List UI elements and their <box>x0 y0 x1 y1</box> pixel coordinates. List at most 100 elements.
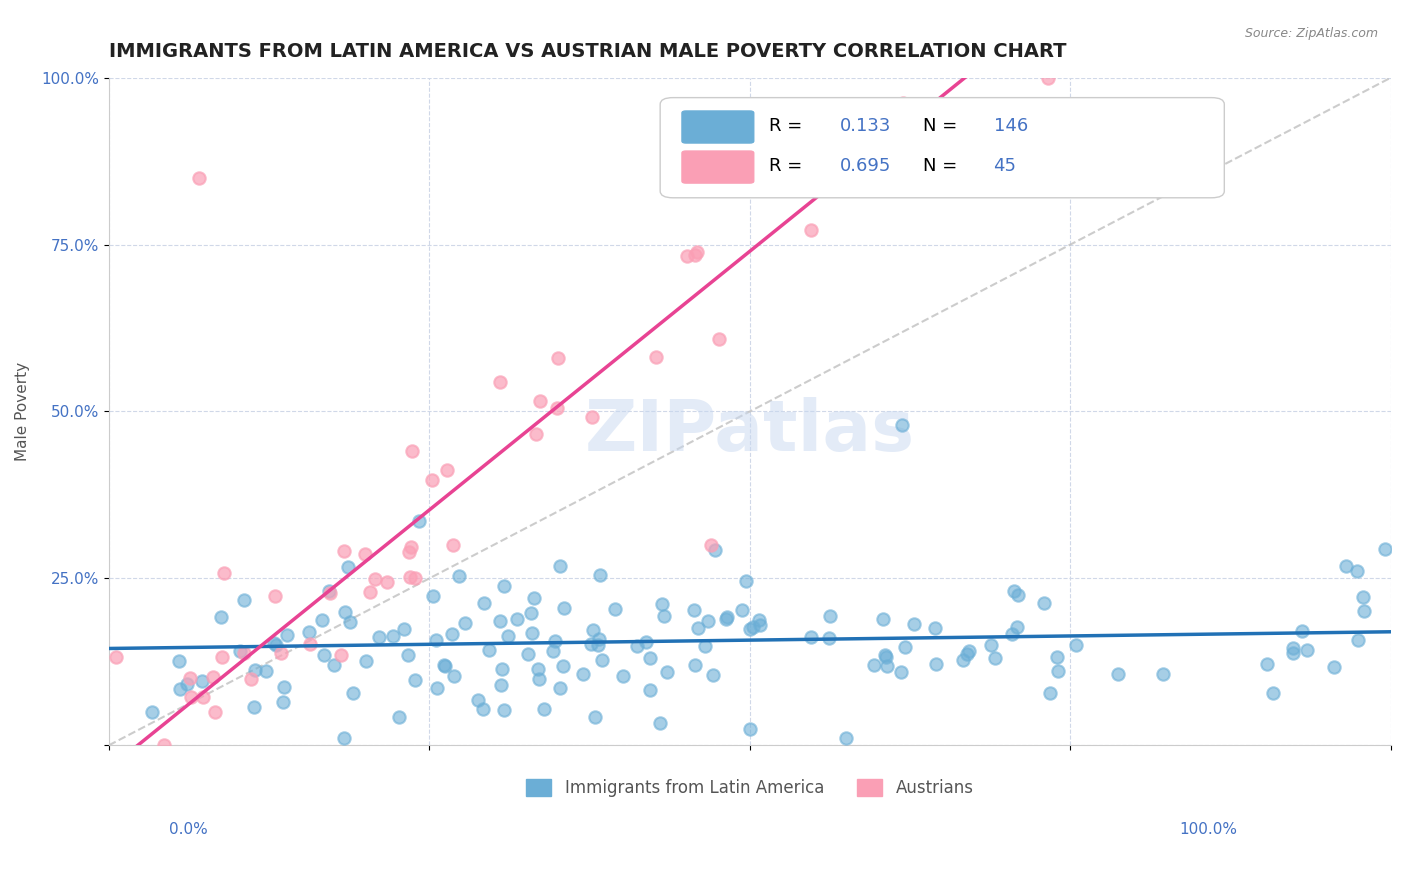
Point <box>1323 660 1346 674</box>
Point <box>891 417 914 432</box>
Point <box>693 639 716 653</box>
Point <box>398 545 420 559</box>
Point <box>548 559 571 574</box>
Point <box>478 642 501 657</box>
Point <box>179 671 201 685</box>
Point <box>952 653 974 667</box>
Point <box>1336 559 1358 574</box>
Point <box>176 676 198 690</box>
Point <box>651 597 673 611</box>
Point <box>332 731 354 745</box>
Point <box>527 662 550 676</box>
Point <box>276 627 298 641</box>
Point <box>903 617 925 632</box>
Point <box>650 715 672 730</box>
Point <box>543 644 565 658</box>
Point <box>471 702 494 716</box>
Point <box>492 578 515 592</box>
Point <box>401 444 423 458</box>
Point <box>454 615 477 630</box>
Point <box>519 606 541 620</box>
Point <box>588 638 610 652</box>
Point <box>191 673 214 688</box>
Point <box>1002 583 1025 598</box>
Point <box>522 625 544 640</box>
Text: 0.133: 0.133 <box>839 117 891 135</box>
Text: IMMIGRANTS FROM LATIN AMERICA VS AUSTRIAN MALE POVERTY CORRELATION CHART: IMMIGRANTS FROM LATIN AMERICA VS AUSTRIA… <box>108 42 1066 61</box>
Point <box>1353 603 1375 617</box>
Point <box>239 672 262 686</box>
Point <box>1152 667 1174 681</box>
Point <box>748 613 770 627</box>
Point <box>392 622 415 636</box>
Point <box>553 600 575 615</box>
Point <box>740 622 762 636</box>
Point <box>818 632 841 646</box>
Point <box>835 731 858 745</box>
Point <box>872 612 894 626</box>
Point <box>1039 686 1062 700</box>
Point <box>1347 632 1369 647</box>
Point <box>408 514 430 528</box>
Point <box>516 647 538 661</box>
Point <box>1046 650 1069 665</box>
Point <box>544 633 567 648</box>
Point <box>245 663 267 677</box>
Point <box>956 647 979 661</box>
Point <box>891 95 914 110</box>
Point <box>1346 564 1368 578</box>
Text: R =: R = <box>769 157 808 175</box>
Point <box>683 248 706 262</box>
Point <box>547 351 569 365</box>
Y-axis label: Male Poverty: Male Poverty <box>15 362 30 461</box>
Point <box>957 644 980 658</box>
Point <box>529 394 551 409</box>
Point <box>381 629 404 643</box>
Point <box>686 244 709 259</box>
Point <box>675 249 697 263</box>
Point <box>443 669 465 683</box>
FancyBboxPatch shape <box>661 97 1225 198</box>
Point <box>399 569 422 583</box>
Point <box>697 614 720 628</box>
Point <box>546 401 568 416</box>
Point <box>489 614 512 628</box>
Point <box>1047 664 1070 678</box>
Point <box>640 651 662 665</box>
Point <box>591 653 613 667</box>
Point <box>440 627 463 641</box>
Point <box>748 618 770 632</box>
Point <box>703 542 725 557</box>
Point <box>603 601 626 615</box>
Point <box>332 543 354 558</box>
Point <box>533 702 555 716</box>
Point <box>323 658 346 673</box>
Point <box>367 630 389 644</box>
Point <box>489 678 512 692</box>
FancyBboxPatch shape <box>682 151 754 183</box>
Point <box>263 589 285 603</box>
Point <box>496 629 519 643</box>
Point <box>700 538 723 552</box>
Point <box>474 596 496 610</box>
Point <box>201 670 224 684</box>
Point <box>731 603 754 617</box>
Text: 100.0%: 100.0% <box>1180 822 1237 837</box>
Point <box>983 651 1005 665</box>
Point <box>1374 541 1396 556</box>
Point <box>581 410 603 425</box>
Point <box>232 646 254 660</box>
Point <box>612 669 634 683</box>
Point <box>180 690 202 705</box>
Point <box>233 593 256 607</box>
Point <box>683 603 706 617</box>
Point <box>1005 620 1028 634</box>
Point <box>741 619 763 633</box>
Point <box>211 649 233 664</box>
Point <box>436 463 458 477</box>
Point <box>228 644 250 658</box>
Text: N =: N = <box>922 157 963 175</box>
Point <box>588 632 610 646</box>
Point <box>523 591 546 605</box>
Point <box>209 609 232 624</box>
